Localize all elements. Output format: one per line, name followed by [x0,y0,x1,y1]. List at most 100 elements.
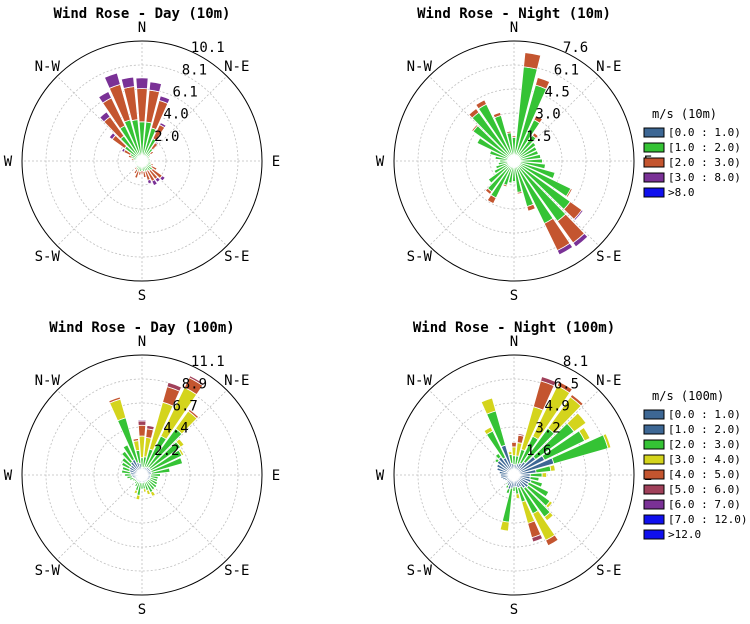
wind-rose-panel: Wind Rose - Night (10m)1.53.04.56.17.6NN… [376,6,652,304]
radial-tick-label: 10.1 [191,40,225,56]
direction-label: S-W [35,249,61,265]
wind-bar [481,398,496,414]
radial-tick-label: 4.9 [545,398,570,414]
direction-label: N [510,334,518,350]
direction-label: E [272,154,280,170]
legend-label: [1.0 : 2.0) [668,423,741,436]
wind-bar [542,473,547,478]
radial-tick-label: 1.6 [526,443,551,459]
legend-swatch [644,470,664,479]
legend-swatch [644,455,664,464]
direction-label: N [138,20,146,36]
wind-bar [138,425,145,436]
direction-label: W [4,468,13,484]
direction-label: N-W [407,373,433,389]
legend-swatch [644,410,664,419]
legend-label: [1.0 : 2.0) [668,141,741,154]
direction-label: W [376,468,385,484]
legend-label: [4.0 : 5.0) [668,468,741,481]
direction-label: S [510,602,518,618]
grid-spoke [429,475,514,560]
wind-bar [146,429,154,439]
legend-title: m/s (10m) [652,107,717,121]
direction-label: S [510,288,518,304]
legend-swatch [644,128,664,137]
radial-tick-label: 8.9 [182,376,207,392]
legend-swatch [644,173,664,182]
direction-label: S [138,602,146,618]
direction-label: S-E [224,563,249,579]
legend-swatch [644,485,664,494]
legend-label: [0.0 : 1.0) [668,126,741,139]
wind-bar [134,490,138,494]
radial-tick-label: 6.1 [554,62,579,78]
legend-label: >12.0 [668,528,701,541]
legend-label: [0.0 : 1.0) [668,408,741,421]
wind-bar [147,426,155,430]
direction-label: E [272,468,280,484]
wind-bar [524,53,541,70]
direction-label: N-E [596,373,621,389]
direction-label: N-W [407,59,433,75]
radial-tick-label: 8.1 [563,354,588,370]
legend-label: >8.0 [668,186,695,199]
wind-rose-panel: Wind Rose - Day (100m)2.24.46.78.911.1NN… [4,320,280,618]
wind-bar [516,494,520,499]
direction-label: N [138,334,146,350]
direction-label: S [138,288,146,304]
wind-bar [138,421,146,425]
legend-swatch [644,143,664,152]
wind-bar [550,465,555,471]
direction-label: N-E [224,373,249,389]
legend-label: [2.0 : 3.0) [668,438,741,451]
legend-swatch [644,440,664,449]
legend-swatch [644,158,664,167]
legend-label: [2.0 : 3.0) [668,156,741,169]
wind-bar [121,77,134,88]
direction-label: S-W [407,249,433,265]
direction-label: S-W [407,563,433,579]
grid-spoke [57,161,142,246]
wind-bar [138,420,146,421]
legend-swatch [644,500,664,509]
legend-title: m/s (100m) [652,389,724,403]
radial-tick-label: 4.5 [545,84,570,100]
wind-bar [133,438,139,441]
radial-tick-label: 6.7 [173,398,198,414]
wind-bar [500,521,509,531]
radial-tick-label: 2.2 [154,443,179,459]
wind-bar [512,447,516,456]
direction-label: N-W [35,373,61,389]
wind-bar [149,156,151,158]
legend-label: [7.0 : 12.0) [668,513,747,526]
radial-tick-label: 4.0 [163,107,188,123]
direction-label: N-E [224,59,249,75]
direction-label: N-W [35,59,61,75]
wind-bar [508,451,512,454]
direction-label: N [510,20,518,36]
radial-tick-label: 4.4 [163,421,188,437]
legend-label: [3.0 : 8.0) [668,171,741,184]
wind-bar [149,82,161,92]
legend: m/s (10m) [0.0 : 1.0) [1.0 : 2.0) [2.0 : 3.… [644,107,741,199]
direction-label: S-E [224,249,249,265]
wind-bar [512,442,517,447]
legend-swatch [644,515,664,524]
wind-bar [137,89,148,122]
wind-rose-panel: Wind Rose - Night (100m)1.63.24.96.58.1N… [376,320,652,618]
wind-bar [507,131,511,133]
radial-tick-label: 3.2 [535,421,560,437]
legend: m/s (100m) [0.0 : 1.0) [1.0 : 2.0) [2.0 : 3… [644,389,747,541]
radial-tick-label: 6.5 [554,376,579,392]
wind-bar [143,489,146,493]
radial-tick-label: 7.6 [563,40,588,56]
wind-bar [512,136,516,138]
wind-bar [136,495,140,500]
radial-tick-label: 6.1 [173,84,198,100]
legend-swatch [644,188,664,197]
legend-label: [5.0 : 6.0) [668,483,741,496]
direction-label: N-E [596,59,621,75]
legend-label: [6.0 : 7.0) [668,498,741,511]
